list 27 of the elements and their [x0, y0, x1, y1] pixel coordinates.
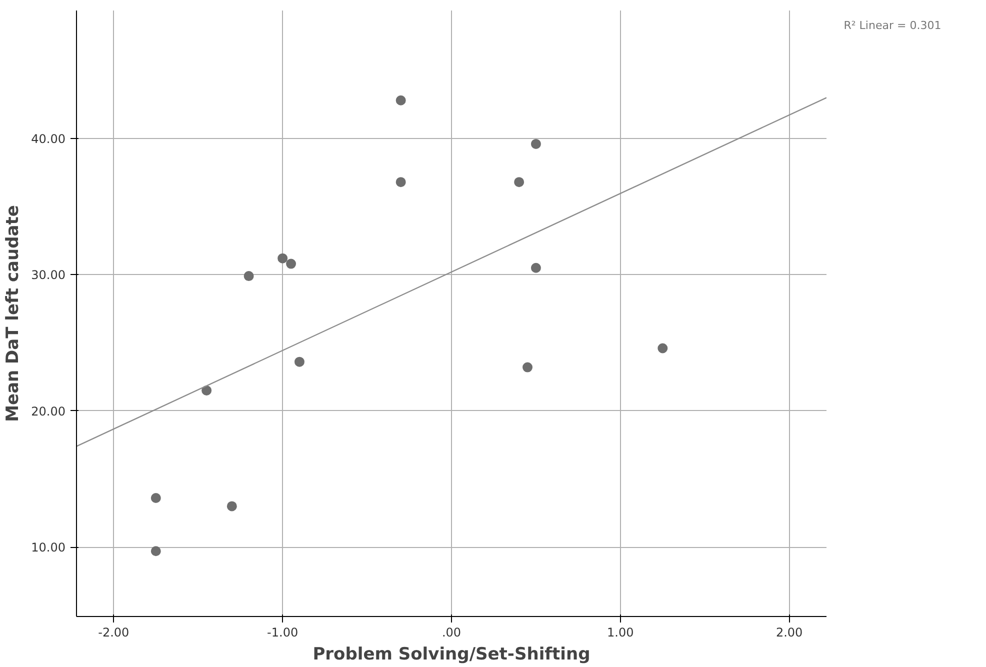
y-axis-title: Mean DaT left caudate — [3, 205, 24, 422]
point — [396, 95, 406, 106]
point — [514, 177, 524, 188]
point — [294, 356, 304, 367]
y-tick-label: 40.00 — [31, 132, 66, 146]
x-tick-label: -2.00 — [98, 626, 130, 640]
point — [244, 271, 254, 282]
y-tick-label: 10.00 — [31, 540, 66, 555]
point — [226, 501, 237, 512]
x-tick-label: 1.00 — [607, 626, 634, 640]
point — [202, 385, 212, 396]
point — [522, 362, 533, 372]
point — [150, 493, 161, 504]
point — [658, 343, 668, 354]
point — [530, 262, 541, 273]
x-axis-title: Problem Solving/Set-Shifting — [312, 644, 590, 664]
point — [396, 177, 406, 188]
x-tick-label: 2.00 — [776, 626, 803, 640]
y-tick-label: 20.00 — [31, 404, 66, 418]
text: R² Linear = 0.301 — [844, 19, 942, 32]
x-tick-label: .00 — [442, 626, 462, 640]
x-tick-label: -1.00 — [267, 626, 298, 640]
y-tick-label: 30.00 — [31, 268, 66, 282]
point — [278, 253, 288, 264]
point — [286, 258, 296, 269]
point — [530, 138, 541, 149]
point — [150, 546, 161, 556]
